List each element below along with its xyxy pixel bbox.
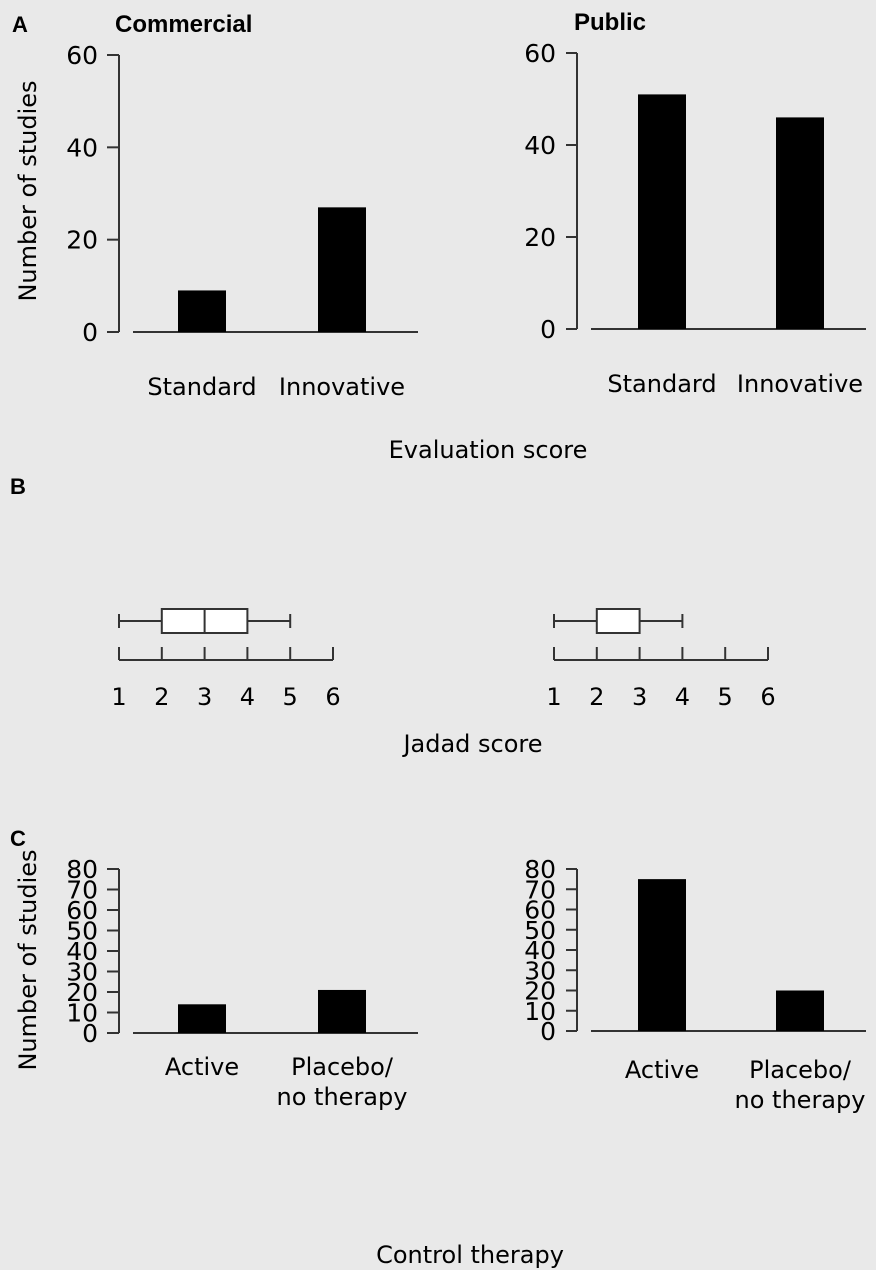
panel-letter-c: C [10, 826, 26, 851]
y-tick-label-80: 80 [524, 855, 556, 884]
y-tick-label-20: 20 [524, 977, 556, 1006]
y-tick-label-10: 10 [524, 997, 556, 1026]
y-axis-title-a: Number of studies [14, 80, 42, 301]
category-label-1-line-0: Placebo/ [291, 1053, 394, 1081]
y-tick-label-20: 20 [66, 978, 98, 1007]
y-tick-label-0: 0 [82, 1019, 98, 1048]
x-tick-label-1: 1 [111, 683, 126, 711]
x-tick-label-5: 5 [718, 683, 733, 711]
y-tick-label-50: 50 [524, 916, 556, 945]
category-label-1: Innovative [737, 370, 863, 398]
x-tick-label-2: 2 [154, 683, 169, 711]
y-tick-label-30: 30 [66, 958, 98, 987]
y-tick-label-30: 30 [524, 956, 556, 985]
x-axis-title-jadad: Jadad score [401, 730, 542, 758]
y-tick-label-40: 40 [524, 936, 556, 965]
x-tick-label-1: 1 [546, 683, 561, 711]
x-axis-title-evaluation: Evaluation score [389, 436, 588, 464]
y-tick-label-50: 50 [66, 917, 98, 946]
x-tick-label-4: 4 [240, 683, 255, 711]
bar-0 [178, 290, 226, 332]
bar-1 [776, 117, 824, 330]
x-tick-label-6: 6 [325, 683, 340, 711]
y-tick-label-0: 0 [540, 1017, 556, 1046]
bar-1 [318, 989, 366, 1033]
category-label-0: Active [165, 1053, 239, 1081]
y-axis-title-c: Number of studies [14, 849, 42, 1070]
y-tick-label-60: 60 [66, 896, 98, 925]
box-iqr [595, 608, 641, 634]
panel-letter-a: A [12, 12, 28, 37]
bar-1 [318, 207, 366, 332]
category-label-0: Active [625, 1056, 699, 1084]
chart-title-public: Public [574, 9, 646, 36]
bar-0 [638, 94, 686, 330]
category-label-0: Standard [607, 370, 716, 398]
y-tick-label-70: 70 [66, 876, 98, 905]
y-tick-label-20: 20 [66, 226, 98, 255]
x-tick-label-3: 3 [632, 683, 647, 711]
y-tick-label-60: 60 [66, 41, 98, 70]
y-tick-label-10: 10 [66, 999, 98, 1028]
category-label-1-line-0: Placebo/ [749, 1056, 852, 1084]
y-tick-label-40: 40 [66, 133, 98, 162]
y-tick-label-0: 0 [82, 318, 98, 347]
bar-chart-a-public: 0 20 40 60 Standard Innovative [524, 39, 866, 398]
x-tick-label-6: 6 [760, 683, 775, 711]
x-tick-label-4: 4 [675, 683, 690, 711]
category-label-1-line-1: no therapy [277, 1083, 408, 1111]
x-tick-label-5: 5 [283, 683, 298, 711]
y-tick-label-40: 40 [524, 131, 556, 160]
category-label-1: Innovative [279, 373, 405, 401]
y-tick-label-60: 60 [524, 896, 556, 925]
x-axis-title-control-therapy: Control therapy [376, 1241, 564, 1269]
bar-0 [178, 1004, 226, 1033]
category-label-1-line-1: no therapy [735, 1086, 866, 1114]
bar-1 [776, 990, 824, 1031]
bar-chart-a-commercial: 0 20 40 60 Standard Innovative [66, 41, 418, 401]
x-tick-label-2: 2 [589, 683, 604, 711]
y-tick-label-70: 70 [524, 875, 556, 904]
panel-letter-b: B [10, 474, 26, 499]
bar-0 [638, 879, 686, 1031]
y-tick-label-60: 60 [524, 39, 556, 68]
chart-title-commercial: Commercial [115, 11, 252, 38]
y-tick-label-80: 80 [66, 855, 98, 884]
y-tick-label-20: 20 [524, 223, 556, 252]
y-tick-label-40: 40 [66, 937, 98, 966]
x-tick-label-3: 3 [197, 683, 212, 711]
y-tick-label-0: 0 [540, 315, 556, 344]
category-label-0: Standard [147, 373, 256, 401]
